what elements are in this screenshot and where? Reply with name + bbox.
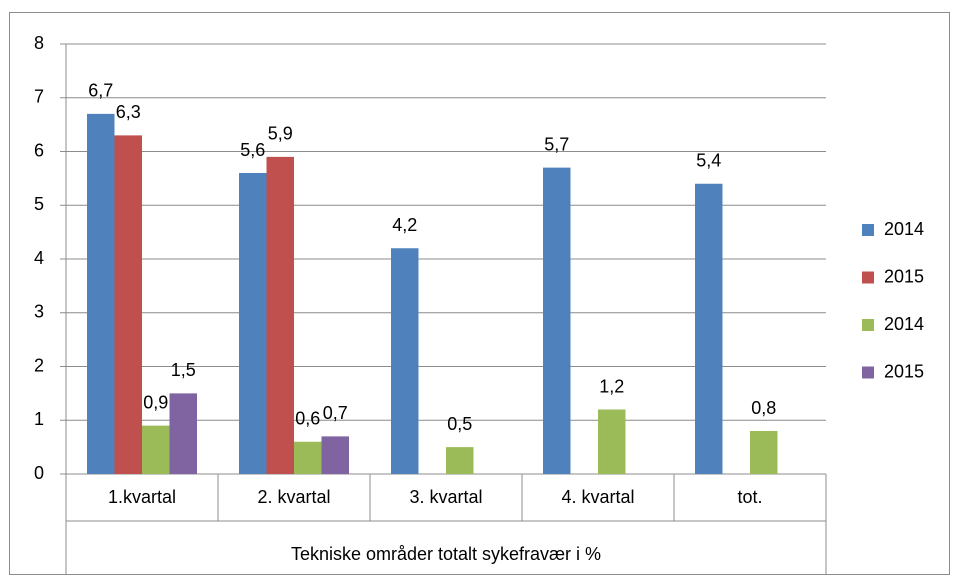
legend-label: 2015 — [884, 266, 924, 286]
data-label: 1,2 — [599, 376, 624, 396]
bar — [695, 183, 723, 474]
bar — [169, 393, 197, 474]
data-label: 0,5 — [447, 414, 472, 434]
bar — [266, 156, 294, 474]
bar — [294, 441, 322, 474]
data-label: 0,6 — [295, 409, 320, 429]
x-tick-label: 3. kvartal — [409, 487, 482, 507]
bar — [114, 135, 142, 474]
x-tick-label: 1.kvartal — [108, 487, 176, 507]
data-label: 6,7 — [88, 81, 113, 101]
legend-swatch — [862, 366, 874, 379]
legend-swatch — [862, 271, 874, 284]
y-tick-label: 1 — [34, 409, 44, 429]
x-tick-label: 2. kvartal — [257, 487, 330, 507]
data-label: 6,3 — [116, 102, 141, 122]
y-tick-label: 8 — [34, 33, 44, 53]
x-tick-label: tot. — [737, 487, 762, 507]
legend-label: 2015 — [884, 361, 924, 381]
y-tick-label: 3 — [34, 302, 44, 322]
bar — [750, 431, 778, 474]
x-axis-group-label: Tekniske områder totalt sykefravær i % — [291, 544, 601, 564]
bar — [321, 436, 349, 474]
y-tick-label: 5 — [34, 194, 44, 214]
y-tick-label: 0 — [34, 463, 44, 483]
y-tick-label: 2 — [34, 355, 44, 375]
data-label: 5,6 — [240, 140, 265, 160]
legend-swatch — [862, 319, 874, 331]
bar — [598, 409, 626, 474]
bar — [446, 447, 474, 474]
bar — [239, 173, 267, 474]
data-label: 0,7 — [323, 403, 348, 423]
y-tick-label: 6 — [34, 140, 44, 160]
data-label: 5,4 — [696, 151, 721, 171]
data-label: 0,8 — [751, 398, 776, 418]
data-label: 5,9 — [268, 124, 293, 144]
legend-label: 2014 — [884, 219, 924, 239]
bar — [142, 425, 170, 474]
legend-label: 2014 — [884, 314, 924, 334]
data-label: 1,5 — [171, 360, 196, 380]
y-tick-label: 4 — [34, 248, 44, 268]
bar — [543, 167, 571, 474]
chart-frame — [9, 12, 950, 575]
bar — [391, 248, 419, 474]
y-tick-label: 7 — [34, 87, 44, 107]
data-label: 4,2 — [392, 215, 417, 235]
legend-swatch — [862, 224, 874, 236]
data-label: 0,9 — [143, 392, 168, 412]
data-label: 5,7 — [544, 134, 569, 154]
bar — [87, 113, 115, 474]
x-tick-label: 4. kvartal — [561, 487, 634, 507]
